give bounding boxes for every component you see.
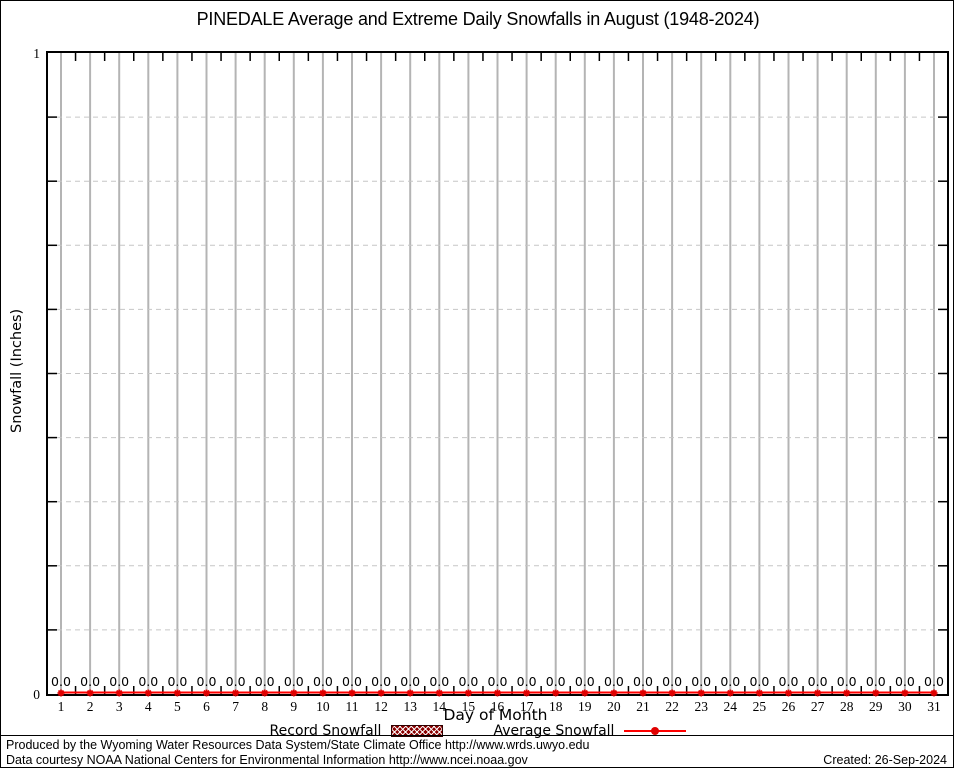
svg-text:22: 22 xyxy=(665,699,679,714)
svg-text:24: 24 xyxy=(724,699,738,714)
legend-label-average-snowfall: Average Snowfall xyxy=(493,722,615,739)
svg-text:0.0: 0.0 xyxy=(662,674,682,689)
footer-data-courtesy: Data courtesy NOAA National Centers for … xyxy=(6,753,528,767)
plot-svg: 0.0 1 0.0 2 0.0 3 0.0 4 0.0 5 0.0 6 0.0 7 0.0 8 0.0 9 0.0 1… xyxy=(33,46,947,714)
svg-text:25: 25 xyxy=(753,699,767,714)
footer-produced-by: Produced by the Wyoming Water Resources … xyxy=(6,738,590,752)
legend-label-record-snowfall: Record Snowfall xyxy=(269,722,382,739)
svg-text:20: 20 xyxy=(607,699,621,714)
svg-text:13: 13 xyxy=(403,699,417,714)
svg-text:0.0: 0.0 xyxy=(633,674,653,689)
svg-text:0.0: 0.0 xyxy=(575,674,595,689)
svg-text:0.0: 0.0 xyxy=(429,674,449,689)
svg-text:0.0: 0.0 xyxy=(109,674,129,689)
svg-text:0: 0 xyxy=(33,687,40,702)
footer-created-date: Created: 26-Sep-2024 xyxy=(823,753,947,767)
svg-text:17: 17 xyxy=(520,699,534,714)
svg-text:0.0: 0.0 xyxy=(517,674,537,689)
svg-text:0.0: 0.0 xyxy=(400,674,420,689)
svg-text:0.0: 0.0 xyxy=(604,674,624,689)
svg-text:0.0: 0.0 xyxy=(51,674,71,689)
svg-text:0.0: 0.0 xyxy=(167,674,187,689)
legend: Record Snowfall Average Snowfall xyxy=(1,722,953,739)
svg-text:0.0: 0.0 xyxy=(808,674,828,689)
svg-text:0.0: 0.0 xyxy=(546,674,566,689)
svg-text:4: 4 xyxy=(145,699,152,714)
svg-text:6: 6 xyxy=(203,699,210,714)
y-axis-label: Snowfall (Inches) xyxy=(9,308,25,434)
svg-text:0.0: 0.0 xyxy=(197,674,217,689)
svg-text:3: 3 xyxy=(116,699,123,714)
svg-text:0.0: 0.0 xyxy=(371,674,391,689)
svg-text:0.0: 0.0 xyxy=(924,674,944,689)
svg-text:10: 10 xyxy=(316,699,330,714)
svg-text:27: 27 xyxy=(811,699,825,714)
svg-text:19: 19 xyxy=(578,699,592,714)
svg-text:1: 1 xyxy=(33,46,40,61)
svg-text:7: 7 xyxy=(232,699,239,714)
x-axis-label: Day of Month xyxy=(443,706,548,724)
svg-text:12: 12 xyxy=(374,699,388,714)
svg-text:16: 16 xyxy=(491,699,505,714)
svg-text:28: 28 xyxy=(840,699,854,714)
svg-text:0.0: 0.0 xyxy=(779,674,799,689)
svg-text:0.0: 0.0 xyxy=(837,674,857,689)
svg-text:5: 5 xyxy=(174,699,181,714)
plot-area: 0.0 1 0.0 2 0.0 3 0.0 4 0.0 5 0.0 6 0.0 7 0.0 8 0.0 9 0.0 1… xyxy=(33,46,949,714)
average-snowfall-point-icon xyxy=(651,726,660,735)
svg-text:26: 26 xyxy=(782,699,796,714)
svg-text:31: 31 xyxy=(927,699,941,714)
svg-text:0.0: 0.0 xyxy=(313,674,333,689)
svg-text:9: 9 xyxy=(290,699,297,714)
svg-text:0.0: 0.0 xyxy=(138,674,158,689)
svg-text:2: 2 xyxy=(87,699,94,714)
svg-text:0.0: 0.0 xyxy=(866,674,886,689)
svg-text:29: 29 xyxy=(869,699,883,714)
svg-text:1: 1 xyxy=(58,699,65,714)
svg-text:0.0: 0.0 xyxy=(255,674,275,689)
svg-text:0.0: 0.0 xyxy=(80,674,100,689)
chart-title: PINEDALE Average and Extreme Daily Snowf… xyxy=(196,9,760,29)
svg-text:14: 14 xyxy=(433,699,447,714)
footer: Produced by the Wyoming Water Resources … xyxy=(1,735,953,767)
svg-text:0.0: 0.0 xyxy=(458,674,478,689)
svg-text:11: 11 xyxy=(346,699,359,714)
svg-text:0.0: 0.0 xyxy=(342,674,362,689)
svg-text:0.0: 0.0 xyxy=(284,674,304,689)
svg-text:21: 21 xyxy=(636,699,650,714)
svg-text:23: 23 xyxy=(694,699,708,714)
svg-text:30: 30 xyxy=(898,699,912,714)
svg-text:0.0: 0.0 xyxy=(691,674,711,689)
svg-text:15: 15 xyxy=(462,699,476,714)
svg-text:0.0: 0.0 xyxy=(749,674,769,689)
svg-text:0.0: 0.0 xyxy=(720,674,740,689)
svg-text:0.0: 0.0 xyxy=(488,674,508,689)
svg-text:8: 8 xyxy=(261,699,268,714)
average-snowfall-line-swatch xyxy=(624,726,687,735)
svg-text:0.0: 0.0 xyxy=(895,674,915,689)
record-snowfall-swatch xyxy=(391,724,444,737)
svg-text:0.0: 0.0 xyxy=(226,674,246,689)
svg-text:18: 18 xyxy=(549,699,563,714)
